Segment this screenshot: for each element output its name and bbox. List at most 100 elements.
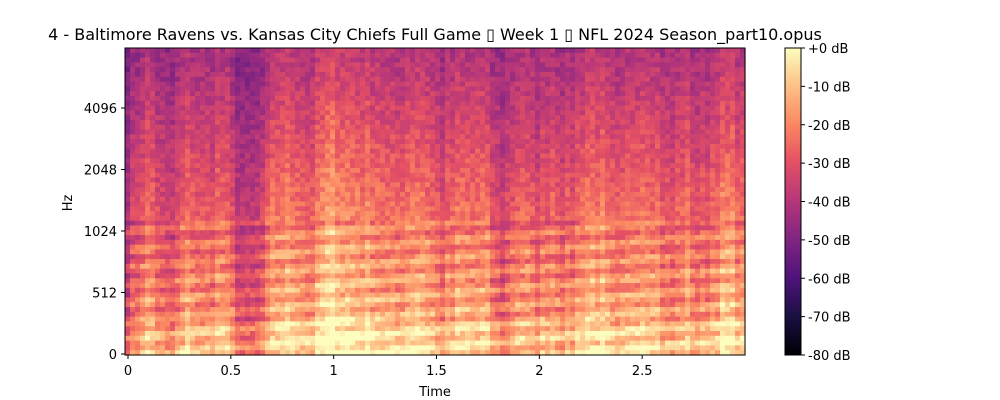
heatmap-cell [710, 115, 716, 121]
heatmap-cell [245, 115, 251, 121]
heatmap-cell [340, 119, 346, 126]
heatmap-cell [720, 148, 726, 155]
heatmap-cell [165, 182, 171, 188]
heatmap-cell [260, 52, 266, 59]
heatmap-cell [400, 230, 406, 236]
heatmap-cell [555, 62, 561, 68]
heatmap-cell [305, 115, 311, 121]
heatmap-cell [700, 129, 706, 135]
heatmap-cell [720, 67, 726, 73]
heatmap-cell [560, 206, 566, 212]
heatmap-cell [730, 119, 736, 126]
heatmap-cell [635, 230, 641, 236]
heatmap-cell [140, 95, 146, 102]
heatmap-cell [635, 215, 641, 222]
heatmap-cell [615, 129, 621, 135]
heatmap-cell [415, 100, 421, 107]
heatmap-cell [660, 172, 666, 179]
heatmap-cell [175, 172, 181, 179]
heatmap-cell [160, 201, 166, 207]
heatmap-cell [340, 148, 346, 155]
heatmap-cell [370, 115, 376, 121]
heatmap-cell [270, 172, 276, 179]
heatmap-cell [350, 163, 356, 169]
heatmap-cell [700, 201, 706, 207]
heatmap-cell [615, 196, 621, 203]
heatmap-cell [715, 167, 721, 174]
heatmap-cell [250, 211, 256, 217]
heatmap-cell [500, 57, 506, 63]
heatmap-cell [575, 158, 581, 164]
heatmap-cell [350, 143, 356, 150]
heatmap-cell [630, 163, 636, 169]
heatmap-cell [590, 167, 596, 174]
heatmap-cell [655, 177, 661, 183]
heatmap-cell [350, 167, 356, 174]
heatmap-cell [460, 67, 466, 73]
heatmap-cell [130, 119, 136, 126]
heatmap-cell [555, 134, 561, 140]
heatmap-cell [595, 129, 601, 135]
heatmap-cell [140, 129, 146, 135]
heatmap-cell [385, 167, 391, 174]
heatmap-cell [620, 110, 626, 116]
heatmap-cell [285, 230, 291, 236]
heatmap-cell [455, 67, 461, 73]
heatmap-cell [695, 182, 701, 188]
heatmap-cell [640, 119, 646, 126]
heatmap-cell [685, 86, 691, 92]
heatmap-cell [380, 119, 386, 126]
heatmap-cell [255, 201, 261, 207]
heatmap-cell [305, 52, 311, 59]
heatmap-cell [660, 211, 666, 217]
heatmap-cell [155, 163, 161, 169]
heatmap-cell [655, 206, 661, 212]
heatmap-cell [425, 196, 431, 203]
heatmap-cell [575, 167, 581, 174]
heatmap-cell [550, 86, 556, 92]
heatmap-cell [425, 206, 431, 212]
heatmap-cell [255, 196, 261, 203]
heatmap-cell [485, 71, 491, 78]
heatmap-cell [545, 76, 551, 83]
heatmap-cell [685, 105, 691, 111]
heatmap-cell [495, 191, 501, 198]
heatmap-cell [555, 95, 561, 102]
heatmap-cell [310, 211, 316, 217]
heatmap-cell [335, 48, 341, 54]
heatmap-cell [410, 230, 416, 236]
heatmap-cell [335, 52, 341, 59]
heatmap-cell [465, 182, 471, 188]
heatmap-cell [295, 105, 301, 111]
heatmap-cell [700, 172, 706, 179]
heatmap-cell [740, 191, 746, 198]
heatmap-cell [490, 57, 496, 63]
heatmap-cell [490, 129, 496, 135]
heatmap-cell [475, 110, 481, 116]
heatmap-cell [370, 177, 376, 183]
heatmap-cell [240, 48, 246, 54]
heatmap-cell [170, 134, 176, 140]
heatmap-cell [375, 124, 381, 131]
heatmap-cell [735, 115, 741, 121]
heatmap-cell [180, 196, 186, 203]
heatmap-cell [265, 115, 271, 121]
heatmap-cell [535, 191, 541, 198]
heatmap-cell [635, 225, 641, 231]
heatmap-cell [535, 201, 541, 207]
heatmap-cell [675, 143, 681, 150]
heatmap-cell [515, 52, 521, 59]
heatmap-cell [190, 201, 196, 207]
heatmap-cell [650, 57, 656, 63]
heatmap-cell [740, 119, 746, 126]
heatmap-cell [195, 67, 201, 73]
heatmap-cell [695, 230, 701, 236]
heatmap-cell [585, 119, 591, 126]
heatmap-cell [440, 110, 446, 116]
heatmap-cell [515, 182, 521, 188]
heatmap-cell [140, 163, 146, 169]
heatmap-cell [250, 220, 256, 227]
heatmap-cell [275, 239, 281, 246]
heatmap-cell [485, 172, 491, 179]
heatmap-cell [610, 105, 616, 111]
